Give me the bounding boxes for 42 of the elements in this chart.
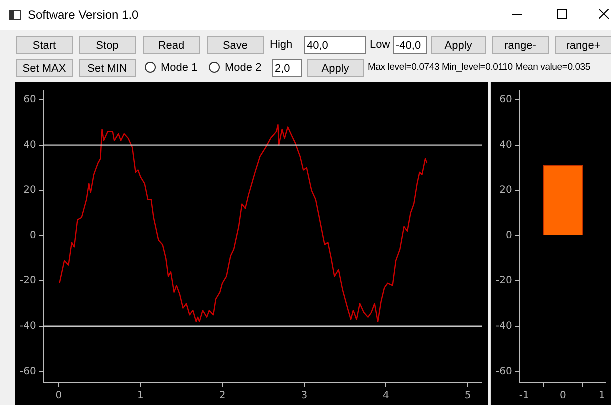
x-tick-label: 2 (219, 390, 226, 402)
text: Read (158, 40, 185, 52)
y-tick-label: -40 (496, 321, 512, 332)
y-tick-label: 60 (24, 94, 36, 106)
y-tick-label: 40 (24, 140, 36, 151)
x-tick-label: 5 (464, 390, 472, 402)
y-tick-label: 60 (500, 94, 512, 106)
text: Apply (444, 40, 472, 52)
text: Save (222, 40, 248, 52)
text: -40,0 (396, 40, 422, 52)
text: range- (504, 40, 536, 52)
chart-title: Software Version 1.0 (28, 8, 139, 22)
y-tick-label: 20 (500, 185, 512, 196)
x-tick-label: 3 (301, 390, 308, 402)
y-tick-label: -20 (496, 276, 512, 287)
x-tick-label: 0 (560, 390, 566, 402)
y-tick-label: 20 (24, 185, 36, 196)
text: Mode 2 (225, 62, 262, 74)
text: Mode 1 (161, 62, 198, 74)
x-tick-label: 1 (598, 390, 606, 402)
x-tick-label: 0 (56, 390, 62, 402)
y-tick-label: -60 (20, 366, 36, 378)
y-tick-label: -60 (496, 366, 512, 378)
y-tick-label: 40 (500, 140, 512, 151)
text: Apply (322, 63, 350, 75)
text: Start (32, 40, 56, 52)
text: Set MIN (88, 63, 128, 75)
text: High (270, 39, 293, 51)
y-tick-label: 0 (506, 230, 512, 242)
text: Max level=0.0743 Min_level=0.0110 Mean value=0.035 (368, 62, 590, 73)
text: Low (370, 39, 390, 51)
x-tick-label: -1 (519, 390, 530, 402)
text: 2,0 (275, 63, 290, 75)
y-tick-label: -20 (20, 276, 36, 287)
y-tick-label: -40 (20, 321, 36, 332)
text: 40,0 (307, 40, 328, 52)
x-tick-label: 1 (138, 390, 144, 402)
text: Stop (96, 40, 119, 52)
x-tick-label: 4 (383, 390, 390, 402)
text: Set MAX (22, 63, 66, 75)
y-tick-label: 0 (30, 230, 36, 242)
text: range+ (566, 40, 601, 52)
